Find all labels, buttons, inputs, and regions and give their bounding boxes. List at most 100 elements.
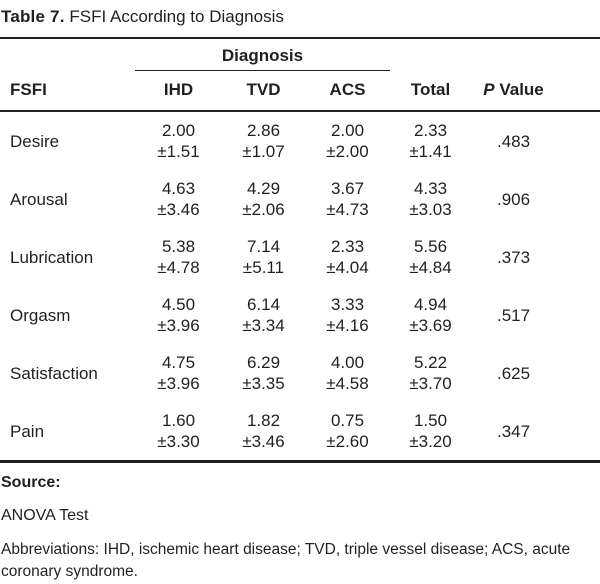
column-header-row: FSFI IHD TVD ACS Total P Value xyxy=(0,70,600,112)
sd-value: ±4.16 xyxy=(326,316,369,335)
p-italic-label: P xyxy=(483,79,495,99)
cell-p-value: .517 xyxy=(496,305,531,325)
mean-value: 1.82 xyxy=(246,411,281,430)
table-caption: FSFI According to Diagnosis xyxy=(69,7,284,26)
row-label: Desire xyxy=(10,131,60,151)
fsfi-table: Diagnosis FSFI IHD TVD ACS Total P Value… xyxy=(0,37,600,463)
cell-total: 1.50 ±3.20 xyxy=(390,402,471,462)
sd-value: ±3.03 xyxy=(409,200,452,219)
cell-tvd: 6.29 ±3.35 xyxy=(222,344,305,402)
sd-value: ±3.30 xyxy=(157,432,200,451)
cell-acs: 2.33 ±4.04 xyxy=(305,228,390,286)
mean-value: 4.75 xyxy=(161,353,196,372)
cell-p-value: .347 xyxy=(496,421,531,441)
spacer-cell xyxy=(0,38,135,71)
mean-value: 7.14 xyxy=(246,237,281,256)
mean-value: 2.33 xyxy=(413,121,448,140)
mean-value: 1.60 xyxy=(161,411,196,430)
sd-value: ±4.73 xyxy=(326,200,369,219)
mean-value: 0.75 xyxy=(330,411,365,430)
sd-value: ±3.96 xyxy=(157,374,200,393)
row-label: Satisfaction xyxy=(10,363,98,383)
sd-value: ±3.34 xyxy=(242,316,285,335)
sd-value: ±3.20 xyxy=(409,432,452,451)
cell-acs: 4.00 ±4.58 xyxy=(305,344,390,402)
mean-value: 5.38 xyxy=(161,237,196,256)
mean-value: 2.00 xyxy=(161,121,196,140)
source-label: Source: xyxy=(1,474,61,491)
mean-value: 2.00 xyxy=(330,121,365,140)
mean-value: 5.56 xyxy=(413,237,448,256)
cell-ihd: 4.63 ±3.46 xyxy=(135,170,222,228)
mean-value: 4.33 xyxy=(413,179,448,198)
table-footnotes: Source: ANOVA Test Abbreviations: IHD, i… xyxy=(0,474,600,583)
table-row-desire: Desire 2.00 ±1.51 2.86 ±1.07 2.00 ±2.00 2.3… xyxy=(0,111,600,170)
col-header-fsfi: FSFI xyxy=(0,70,135,112)
sd-value: ±3.69 xyxy=(409,316,452,335)
sd-value: ±4.58 xyxy=(326,374,369,393)
row-label: Orgasm xyxy=(10,305,71,325)
row-label: Lubrication xyxy=(10,247,94,267)
row-label: Pain xyxy=(10,421,45,441)
mean-value: 6.14 xyxy=(246,295,281,314)
sd-value: ±4.78 xyxy=(157,258,200,277)
table-row-lubrication: Lubrication 5.38 ±4.78 7.14 ±5.11 2.33 ±4.0… xyxy=(0,228,600,286)
mean-value: 3.67 xyxy=(330,179,365,198)
sd-value: ±3.46 xyxy=(242,432,285,451)
col-header-acs: ACS xyxy=(305,70,391,112)
mean-value: 4.63 xyxy=(161,179,196,198)
cell-total: 4.94 ±3.69 xyxy=(390,286,471,344)
cell-acs: 3.33 ±4.16 xyxy=(305,286,390,344)
cell-total: 5.22 ±3.70 xyxy=(390,344,471,402)
table-title: Table 7. FSFI According to Diagnosis xyxy=(0,5,600,37)
mean-value: 2.86 xyxy=(246,121,281,140)
cell-p-value: .483 xyxy=(496,131,531,151)
cell-tvd: 6.14 ±3.34 xyxy=(222,286,305,344)
cell-ihd: 5.38 ±4.78 xyxy=(135,228,222,286)
cell-p-value: .625 xyxy=(496,363,531,383)
cell-acs: 3.67 ±4.73 xyxy=(305,170,390,228)
sd-value: ±3.70 xyxy=(409,374,452,393)
mean-value: 6.29 xyxy=(246,353,281,372)
cell-tvd: 1.82 ±3.46 xyxy=(222,402,305,462)
mean-value: 4.50 xyxy=(161,295,196,314)
col-header-tvd: TVD xyxy=(222,70,305,112)
table-row-satisfaction: Satisfaction 4.75 ±3.96 6.29 ±3.35 4.00 ±4.… xyxy=(0,344,600,402)
cell-ihd: 4.75 ±3.96 xyxy=(135,344,222,402)
table-row-pain: Pain 1.60 ±3.30 1.82 ±3.46 0.75 ±2.60 1.50 ±… xyxy=(0,402,600,462)
sd-value: ±3.96 xyxy=(157,316,200,335)
spanner-row: Diagnosis xyxy=(0,38,600,71)
mean-value: 5.22 xyxy=(413,353,448,372)
cell-ihd: 4.50 ±3.96 xyxy=(135,286,222,344)
sd-value: ±2.00 xyxy=(326,142,369,161)
mean-value: 4.29 xyxy=(246,179,281,198)
sd-value: ±1.51 xyxy=(157,142,200,161)
diagnosis-spanner: Diagnosis xyxy=(135,38,391,71)
mean-value: 1.50 xyxy=(413,411,448,430)
cell-p-value: .906 xyxy=(496,189,531,209)
sd-value: ±4.84 xyxy=(409,258,452,277)
col-header-total: Total xyxy=(390,70,472,112)
source-text: ANOVA Test xyxy=(1,507,89,524)
abbreviations-note: Abbreviations: IHD, ischemic heart disea… xyxy=(1,541,571,580)
table-row-orgasm: Orgasm 4.50 ±3.96 6.14 ±3.34 3.33 ±4.16 4.9… xyxy=(0,286,600,344)
p-value-label: Value xyxy=(499,79,544,99)
sd-value: ±1.07 xyxy=(242,142,285,161)
table-row-arousal: Arousal 4.63 ±3.46 4.29 ±2.06 3.67 ±4.73 4.… xyxy=(0,170,600,228)
cell-tvd: 4.29 ±2.06 xyxy=(222,170,305,228)
sd-value: ±2.06 xyxy=(242,200,285,219)
sd-value: ±3.35 xyxy=(242,374,285,393)
cell-acs: 2.00 ±2.00 xyxy=(305,111,390,170)
cell-tvd: 7.14 ±5.11 xyxy=(222,228,305,286)
cell-tvd: 2.86 ±1.07 xyxy=(222,111,305,170)
sd-value: ±1.41 xyxy=(409,142,452,161)
mean-value: 3.33 xyxy=(330,295,365,314)
spacer-cell xyxy=(390,38,471,71)
cell-p-value: .373 xyxy=(496,247,531,267)
cell-acs: 0.75 ±2.60 xyxy=(305,402,390,462)
cell-ihd: 2.00 ±1.51 xyxy=(135,111,222,170)
mean-value: 4.00 xyxy=(330,353,365,372)
sd-value: ±5.11 xyxy=(242,258,285,277)
cell-ihd: 1.60 ±3.30 xyxy=(135,402,222,462)
